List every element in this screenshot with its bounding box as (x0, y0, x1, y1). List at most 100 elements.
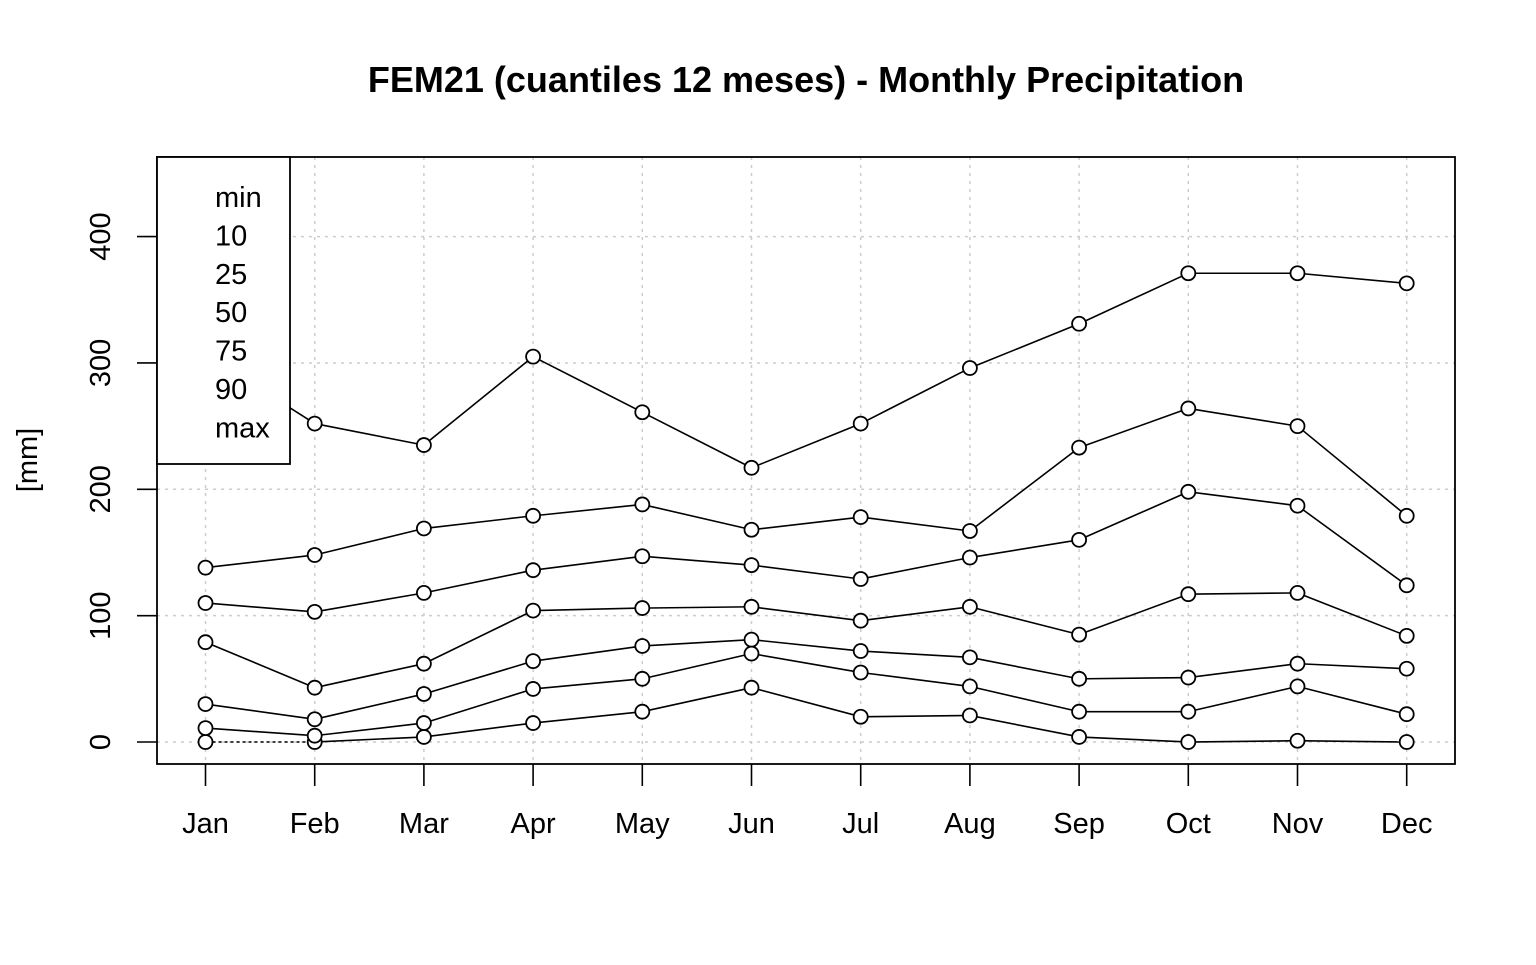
data-point (1071, 315, 1087, 332)
y-tick-label: 100 (85, 591, 117, 639)
data-point (743, 598, 760, 615)
x-tick-label: Sep (1053, 808, 1105, 840)
data-point (962, 678, 978, 695)
data-point (1071, 703, 1087, 720)
series-line-segment (1304, 740, 1400, 743)
data-point (634, 600, 651, 616)
data-point (197, 595, 214, 611)
y-tick-label: 300 (85, 339, 117, 387)
data-point (197, 559, 214, 576)
data-point (197, 720, 214, 737)
data-point (306, 727, 323, 744)
data-point (415, 585, 432, 601)
series-50 (197, 585, 1415, 696)
data-point (962, 523, 978, 539)
data-point (415, 437, 432, 453)
data-point (852, 509, 869, 525)
data-point (1071, 626, 1087, 643)
data-point (1289, 655, 1306, 672)
data-point (962, 360, 978, 376)
series-line-segment (321, 694, 418, 719)
x-tick-label: Aug (944, 808, 996, 840)
legend-entry-max: max (215, 412, 270, 444)
y-axis-label: [mm] (12, 428, 44, 492)
x-tick-label: Mar (399, 808, 449, 840)
data-point (525, 681, 541, 697)
series-line-segment (539, 678, 636, 690)
series-line-segment (321, 664, 418, 687)
data-point (525, 562, 541, 579)
series-line-segment (321, 723, 418, 736)
series-line-segment (211, 644, 309, 686)
series-line-segment (430, 723, 527, 737)
y-tick-label: 0 (85, 734, 117, 750)
series-layer (197, 265, 1415, 750)
series-line-segment (648, 654, 745, 679)
series-90 (197, 400, 1415, 576)
x-tick-label: Feb (290, 808, 340, 840)
data-point (634, 670, 651, 687)
series-line-segment (1195, 491, 1291, 506)
data-point (415, 520, 432, 537)
data-point (415, 729, 432, 745)
data-point (525, 715, 541, 731)
data-point (743, 521, 760, 538)
data-point (525, 348, 541, 365)
series-line-segment (649, 556, 745, 566)
data-point (1289, 497, 1306, 514)
y-tick-label: 200 (85, 465, 117, 513)
plot-frame (156, 156, 1456, 765)
data-point (306, 547, 323, 563)
data-point (1398, 660, 1415, 677)
series-line-segment (758, 565, 854, 579)
series-line-segment (648, 505, 745, 529)
series-line-segment (321, 593, 418, 612)
y-tick-label: 400 (85, 212, 117, 260)
series-line-segment (1302, 429, 1402, 513)
series-line-segment (539, 646, 636, 661)
series-line-segment (1195, 408, 1291, 426)
data-point (1289, 585, 1306, 601)
data-point (1398, 275, 1415, 292)
x-tick-label: Dec (1381, 808, 1433, 840)
series-line-segment (866, 370, 965, 422)
data-point (634, 638, 651, 654)
series-line-segment (321, 529, 418, 555)
data-point (197, 696, 214, 712)
series-line-segment (867, 517, 964, 531)
data-point (962, 549, 978, 566)
series-line-segment (649, 606, 745, 609)
series-line-segment (867, 650, 963, 658)
series-line-segment (212, 704, 308, 720)
series-line-segment (758, 639, 854, 652)
series-line-segment (649, 639, 745, 647)
legend-entry-75: 75 (215, 336, 247, 368)
legend-entry-10: 10 (215, 220, 247, 252)
x-tick-label: May (615, 808, 670, 840)
series-line-segment (758, 606, 854, 621)
series-line-segment (976, 716, 1073, 737)
series-line-segment (867, 672, 964, 687)
series-line-segment (976, 687, 1073, 711)
data-point (852, 571, 869, 587)
legend-entry-25: 25 (215, 259, 247, 291)
data-point (634, 496, 651, 513)
series-line-segment (540, 607, 636, 612)
data-point (197, 734, 214, 750)
series-line-segment (1195, 740, 1291, 743)
data-point (852, 643, 869, 659)
data-point (852, 415, 869, 432)
data-point (634, 548, 651, 565)
data-point (1398, 577, 1415, 594)
data-point (743, 645, 760, 662)
series-line-segment (538, 359, 637, 410)
series-10 (197, 645, 1415, 744)
axes: Jan Feb Mar Apr May Jun Jul Aug Sep Oct Nov Dec 0 100… (85, 212, 1432, 840)
series-line-segment (1303, 594, 1401, 635)
data-point (415, 715, 432, 731)
series-line-segment (867, 558, 964, 579)
data-point (962, 649, 978, 666)
data-point (1180, 483, 1197, 500)
x-tick-label: Apr (511, 808, 556, 840)
